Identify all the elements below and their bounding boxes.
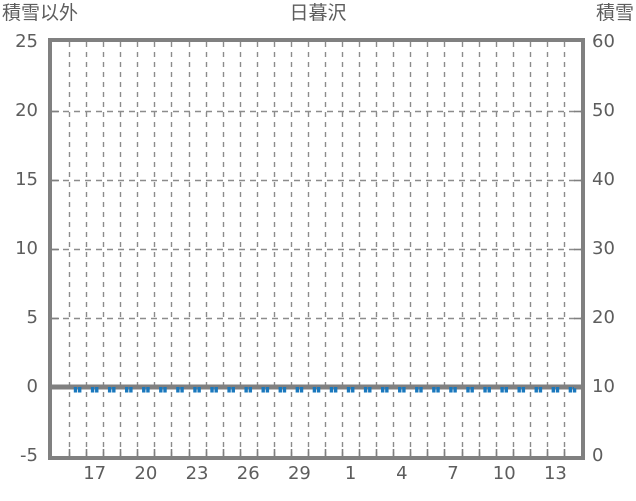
- bar: [112, 387, 116, 393]
- bar: [380, 387, 385, 393]
- bar: [180, 387, 184, 393]
- bar: [483, 387, 487, 393]
- bar: [517, 387, 521, 393]
- right-axis-tick-label: 50: [592, 100, 615, 121]
- bar: [129, 387, 133, 393]
- left-axis-tick-label: 25: [15, 31, 38, 52]
- bar: [312, 387, 317, 393]
- bar: [176, 387, 180, 393]
- bar: [402, 387, 406, 393]
- left-axis-tick-label: -5: [20, 445, 38, 466]
- left-axis-tick-label: 5: [26, 307, 38, 328]
- bar: [73, 387, 78, 393]
- x-axis-tick-label: 1: [344, 463, 357, 484]
- bar: [244, 387, 248, 393]
- left-axis-title: 積雪以外: [2, 2, 79, 24]
- bar: [261, 387, 265, 393]
- bar: [351, 387, 355, 393]
- bar: [500, 387, 504, 393]
- bar: [368, 387, 372, 393]
- bar: [193, 387, 197, 393]
- bar: [568, 387, 573, 393]
- left-axis-tick-label: 10: [15, 238, 38, 259]
- x-axis-tick-label: 20: [134, 463, 158, 484]
- bar: [470, 387, 474, 393]
- bar: [90, 387, 95, 393]
- bar: [534, 387, 538, 393]
- bar: [159, 387, 163, 393]
- bar: [419, 387, 423, 393]
- x-axis-tick-label: 23: [185, 463, 209, 484]
- x-axis-tick-label: 26: [236, 463, 260, 484]
- bar: [432, 387, 436, 393]
- x-axis-tick-label: 29: [287, 463, 311, 484]
- bar: [398, 387, 402, 393]
- x-axis-tick-label: 13: [543, 463, 567, 484]
- bar: [299, 387, 304, 393]
- bar: [142, 387, 146, 393]
- bar: [163, 387, 167, 393]
- bar: [329, 387, 334, 393]
- bar: [265, 387, 270, 393]
- bar: [282, 387, 287, 393]
- bar: [214, 387, 218, 393]
- right-axis-tick-label: 40: [592, 169, 615, 190]
- bar: [231, 387, 235, 393]
- bar: [248, 387, 253, 393]
- bar: [210, 387, 214, 393]
- right-axis-tick-label: 0: [592, 445, 604, 466]
- bar: [453, 387, 457, 393]
- bar: [504, 387, 509, 393]
- right-axis-tick-label: 20: [592, 307, 615, 328]
- plot-svg: [52, 42, 581, 456]
- bar: [227, 387, 231, 393]
- bar: [278, 387, 282, 393]
- bar: [572, 387, 577, 393]
- left-axis-tick-label: 15: [15, 169, 38, 190]
- right-axis-tick-label: 10: [592, 376, 615, 397]
- bar: [363, 387, 368, 393]
- bar: [107, 387, 112, 393]
- bar: [346, 387, 351, 393]
- x-axis-tick-label: 4: [396, 463, 408, 484]
- bar: [333, 387, 338, 393]
- right-axis-tick-label: 60: [592, 31, 615, 52]
- bar: [197, 387, 201, 393]
- right-axis-tick-label: 30: [592, 238, 615, 259]
- left-axis-tick-label: 0: [26, 376, 38, 397]
- bar: [555, 387, 560, 393]
- bar: [124, 387, 129, 393]
- bar: [316, 387, 321, 393]
- left-axis-tick-label: 20: [15, 100, 38, 121]
- bar: [466, 387, 470, 393]
- bar: [95, 387, 99, 393]
- x-axis-tick-label: 10: [492, 463, 516, 484]
- right-axis-title: 積雪: [595, 2, 634, 24]
- bar: [436, 387, 440, 393]
- bar: [146, 387, 150, 393]
- bar: [77, 387, 82, 393]
- chart-title: 日暮沢: [289, 2, 347, 24]
- plot-area: [48, 38, 585, 460]
- x-axis-tick-label: 7: [447, 463, 459, 484]
- bar: [521, 387, 526, 393]
- bar: [295, 387, 300, 393]
- bar: [415, 387, 419, 393]
- x-axis-tick-label: 17: [83, 463, 107, 484]
- bar: [538, 387, 543, 393]
- bar: [385, 387, 389, 393]
- plot-inner: [52, 42, 581, 456]
- bar: [487, 387, 491, 393]
- bar: [449, 387, 453, 393]
- bar: [551, 387, 556, 393]
